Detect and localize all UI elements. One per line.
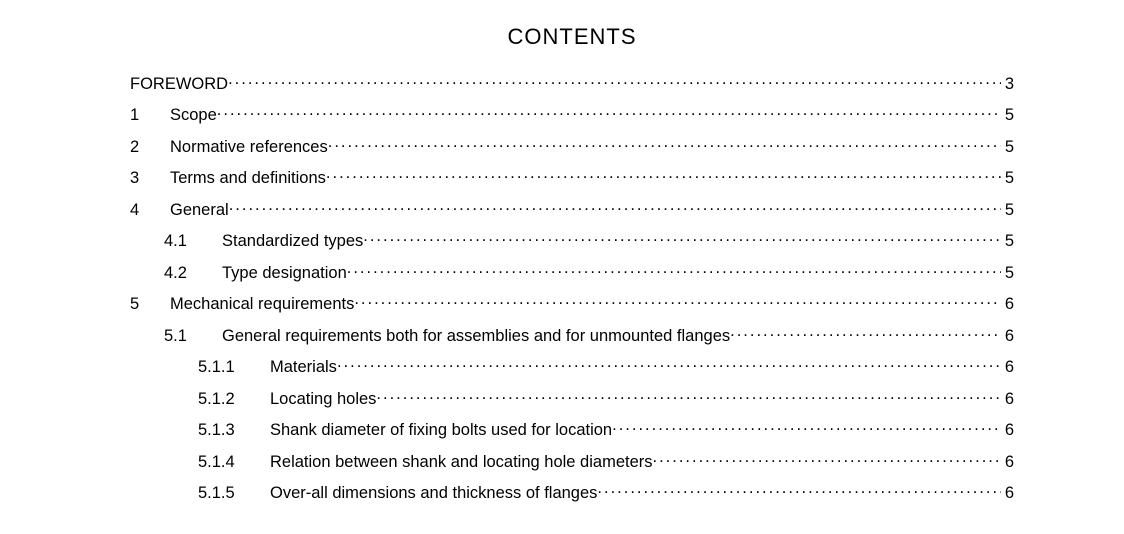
toc-entry-page: 5: [1001, 201, 1014, 220]
toc-dot-leader: [376, 387, 1000, 404]
toc-entry-page: 5: [1001, 232, 1014, 251]
toc-entry-page: 3: [1001, 75, 1014, 94]
toc-dot-leader: [363, 230, 1001, 247]
toc-entry-label: Normative references: [170, 138, 328, 157]
toc-dot-leader: [328, 135, 1001, 152]
toc-entry-number: 1: [130, 106, 170, 125]
toc-dot-leader: [337, 356, 1001, 373]
toc-entry-page: 6: [1001, 327, 1014, 346]
toc-entry-label: Type designation: [222, 264, 347, 283]
toc-entry-label: Materials: [270, 358, 337, 377]
toc-dot-leader: [597, 482, 1000, 499]
toc-entry: 5.1General requirements both for assembl…: [130, 324, 1014, 346]
toc-entry-label: Shank diameter of fixing bolts used for …: [270, 421, 612, 440]
toc-dot-leader: [730, 324, 1001, 341]
toc-entry: 5.1.5Over-all dimensions and thickness o…: [130, 482, 1014, 504]
toc-entry-label: Locating holes: [270, 390, 376, 409]
toc-dot-leader: [354, 293, 1000, 310]
toc-entry-number: 5.1.3: [198, 421, 270, 440]
toc-entry: FOREWORD 3: [130, 72, 1014, 94]
toc-entry-number: 2: [130, 138, 170, 157]
toc-entry-label: Mechanical requirements: [170, 295, 354, 314]
toc-entry-page: 6: [1001, 421, 1014, 440]
toc-entry-number: 5.1.5: [198, 484, 270, 503]
toc-entry: 5.1.2Locating holes 6: [130, 387, 1014, 409]
toc-entry: 4.2Type designation 5: [130, 261, 1014, 283]
toc-entry-number: 4.2: [164, 264, 222, 283]
toc-entry-page: 6: [1001, 295, 1014, 314]
toc-entry-page: 6: [1001, 484, 1014, 503]
toc-entry-label: General requirements both for assemblies…: [222, 327, 730, 346]
toc-entry: 5.1.1Materials 6: [130, 356, 1014, 378]
toc-entry: 5.1.3Shank diameter of fixing bolts used…: [130, 419, 1014, 441]
toc-entry-label: Standardized types: [222, 232, 363, 251]
toc-entry-number: 5.1.2: [198, 390, 270, 409]
toc-entry: 3Terms and definitions 5: [130, 167, 1014, 189]
toc-entry-number: 5.1.4: [198, 453, 270, 472]
toc-entry-number: 5.1: [164, 327, 222, 346]
toc-entry-label: General: [170, 201, 229, 220]
toc-dot-leader: [228, 72, 1001, 89]
toc-entry-page: 5: [1001, 138, 1014, 157]
toc-entry-page: 6: [1001, 453, 1014, 472]
toc-entry-label: Over-all dimensions and thickness of fla…: [270, 484, 597, 503]
toc-dot-leader: [653, 450, 1001, 467]
page-title: CONTENTS: [130, 24, 1014, 50]
toc-entry-label: Relation between shank and locating hole…: [270, 453, 653, 472]
toc-list: FOREWORD31Scope52Normative references53T…: [130, 72, 1014, 503]
toc-entry-page: 6: [1001, 390, 1014, 409]
toc-entry-label: Scope: [170, 106, 217, 125]
toc-entry: 4General 5: [130, 198, 1014, 220]
toc-entry-label: Terms and definitions: [170, 169, 326, 188]
contents-page: CONTENTS FOREWORD31Scope52Normative refe…: [0, 0, 1124, 534]
toc-entry: 5Mechanical requirements 6: [130, 293, 1014, 315]
toc-entry-number: 4: [130, 201, 170, 220]
toc-entry-number: 3: [130, 169, 170, 188]
toc-entry-page: 5: [1001, 106, 1014, 125]
toc-entry-number: 5.1.1: [198, 358, 270, 377]
toc-entry: 2Normative references 5: [130, 135, 1014, 157]
toc-dot-leader: [347, 261, 1001, 278]
toc-entry-number: 4.1: [164, 232, 222, 251]
toc-entry-number: 5: [130, 295, 170, 314]
toc-entry: 5.1.4Relation between shank and locating…: [130, 450, 1014, 472]
toc-entry: 1Scope 5: [130, 104, 1014, 126]
toc-dot-leader: [217, 104, 1001, 121]
toc-dot-leader: [229, 198, 1001, 215]
toc-entry-page: 6: [1001, 358, 1014, 377]
toc-entry-page: 5: [1001, 264, 1014, 283]
toc-entry-page: 5: [1001, 169, 1014, 188]
toc-entry: 4.1Standardized types 5: [130, 230, 1014, 252]
toc-dot-leader: [326, 167, 1001, 184]
toc-entry-label: FOREWORD: [130, 75, 228, 94]
toc-dot-leader: [612, 419, 1001, 436]
